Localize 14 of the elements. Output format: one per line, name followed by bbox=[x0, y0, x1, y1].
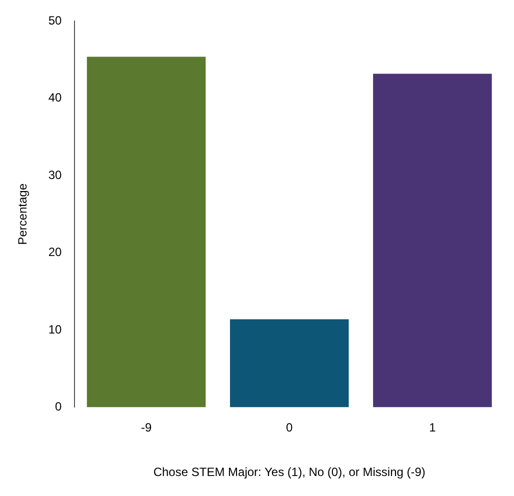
x-tick-label: -9 bbox=[140, 420, 152, 435]
y-tick-label: 30 bbox=[48, 168, 62, 182]
y-tick-label: 0 bbox=[55, 400, 62, 414]
x-tick-label: 1 bbox=[429, 420, 436, 435]
bar bbox=[86, 56, 206, 408]
bar bbox=[373, 74, 492, 408]
y-axis-title: Percentage bbox=[16, 183, 30, 245]
x-tick-label: 0 bbox=[286, 420, 294, 435]
bar bbox=[230, 319, 349, 408]
y-tick-label: 40 bbox=[48, 90, 62, 105]
y-tick-label: 10 bbox=[48, 322, 62, 336]
x-axis-title: Chose STEM Major: Yes (1), No (0), or Missing (-9) bbox=[153, 465, 426, 480]
y-tick-label: 50 bbox=[48, 14, 62, 28]
y-tick-label: 20 bbox=[48, 245, 62, 260]
